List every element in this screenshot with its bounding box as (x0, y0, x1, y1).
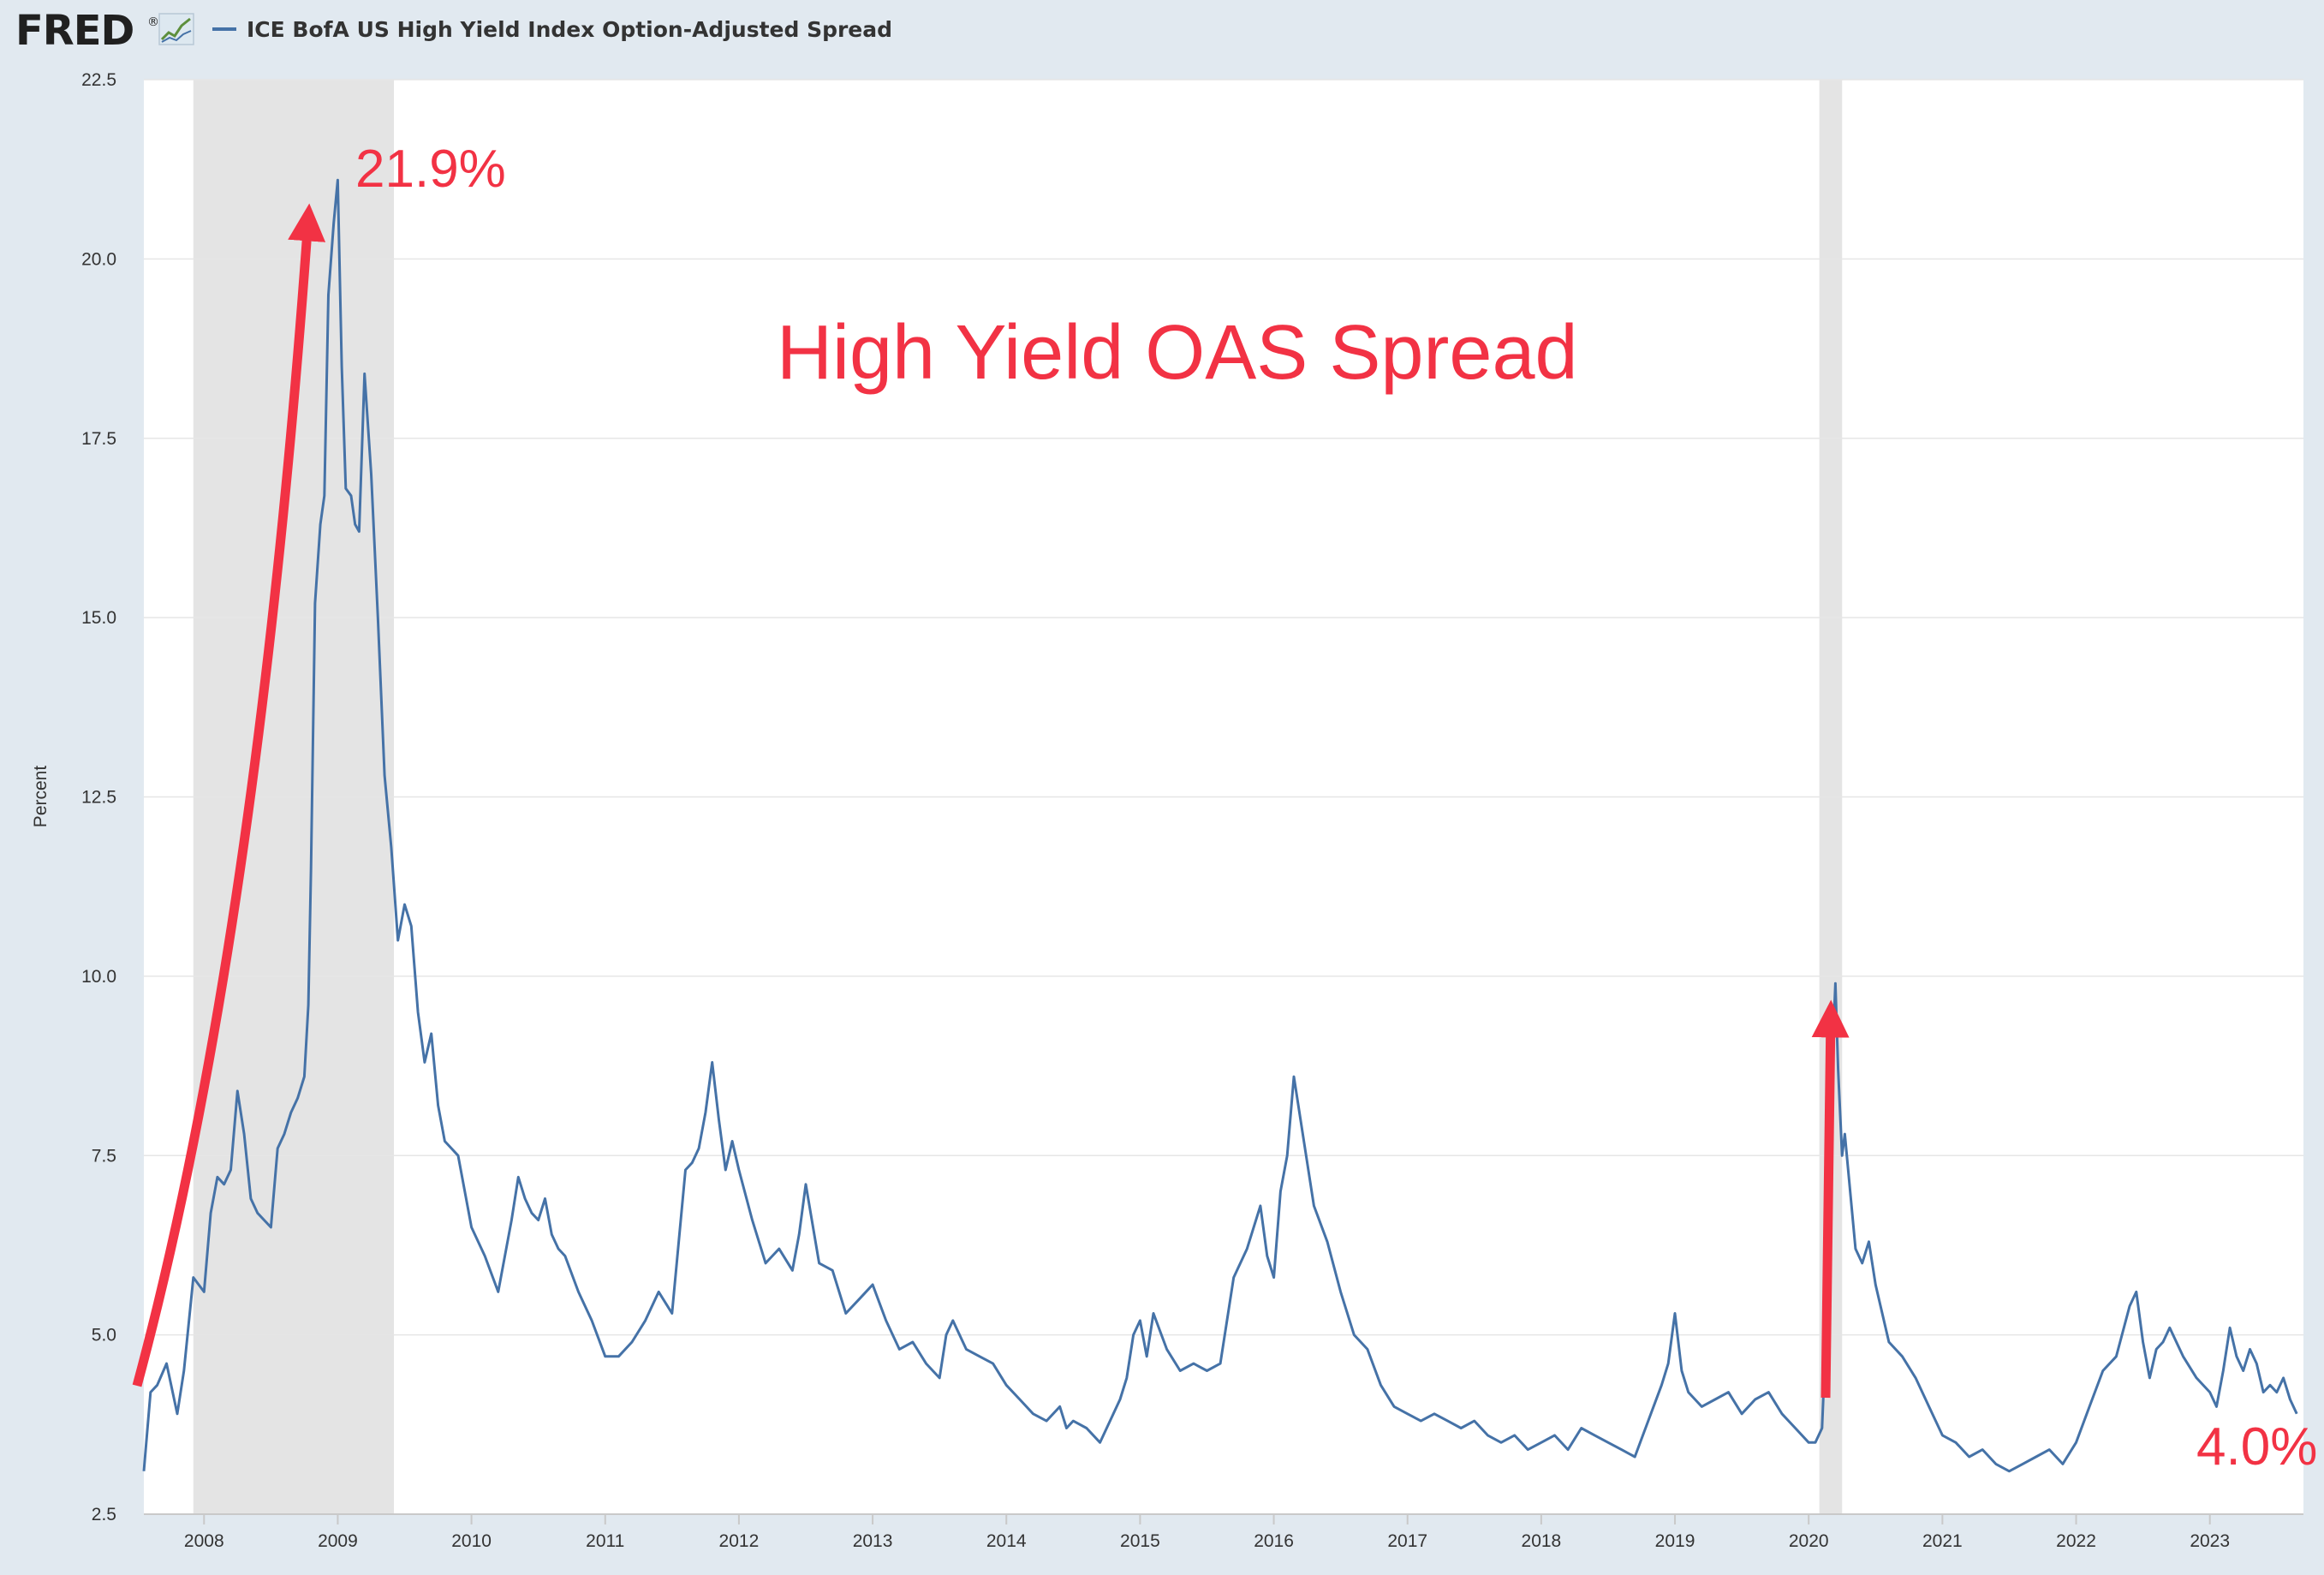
y-tick-label: 10.0 (81, 967, 116, 987)
x-tick-label: 2008 (184, 1531, 224, 1551)
y-axis-label: Percent (31, 766, 51, 828)
mini-chart-icon (158, 13, 194, 45)
x-tick-label: 2021 (1922, 1531, 1963, 1551)
rise-arrow-2020 (1811, 999, 1850, 1399)
x-tick-label: 2011 (586, 1531, 624, 1551)
x-tick-label: 2012 (719, 1531, 760, 1551)
x-tick-label: 2022 (2056, 1531, 2096, 1551)
legend[interactable]: ICE BofA US High Yield Index Option-Adju… (212, 17, 892, 42)
y-tick-label: 7.5 (92, 1146, 116, 1166)
logo-text: FRED (15, 7, 134, 55)
chart-title-annotation: High Yield OAS Spread (777, 310, 1578, 396)
x-tick-label: 2018 (1522, 1531, 1562, 1551)
x-tick-label: 2020 (1789, 1531, 1829, 1551)
rise-arrow-2008 (132, 203, 326, 1387)
logo-registered-mark: ® (147, 15, 159, 29)
x-tick-label: 2016 (1254, 1531, 1294, 1551)
x-tick-label: 2013 (853, 1531, 893, 1551)
y-tick-label: 12.5 (81, 788, 116, 808)
peak-annotation: 21.9% (355, 140, 506, 199)
y-axis-ticks: 2.5 5.0 7.5 10.0 12.5 15.0 17.5 20.0 22.5 (81, 70, 116, 1524)
x-tick-label: 2019 (1655, 1531, 1695, 1551)
y-tick-label: 22.5 (81, 70, 116, 90)
series-layer (142, 178, 2298, 1473)
x-tick-label: 2010 (451, 1531, 492, 1551)
y-tick-label: 2.5 (92, 1505, 116, 1524)
legend-label: ICE BofA US High Yield Index Option-Adju… (247, 17, 892, 42)
x-tick-label: 2014 (986, 1531, 1027, 1551)
current-annotation: 4.0% (2196, 1417, 2317, 1477)
x-tick-label: 2023 (2190, 1531, 2230, 1551)
annotations: 21.9% High Yield OAS Spread 4.0% (132, 140, 2317, 1477)
y-tick-label: 5.0 (92, 1326, 116, 1345)
series-line-0 (142, 178, 2298, 1473)
x-tick-label: 2009 (318, 1531, 358, 1551)
x-tick-label: 2015 (1120, 1531, 1160, 1551)
y-tick-label: 15.0 (81, 608, 116, 628)
x-tick-label: 2017 (1387, 1531, 1427, 1551)
fred-logo[interactable]: FRED ® (15, 7, 194, 55)
y-tick-label: 17.5 (81, 429, 116, 449)
x-axis-ticks: 2008 2009 2010 2011 2012 2013 2014 2015 2016 2017… (184, 1514, 2230, 1551)
y-tick-label: 20.0 (81, 249, 116, 269)
